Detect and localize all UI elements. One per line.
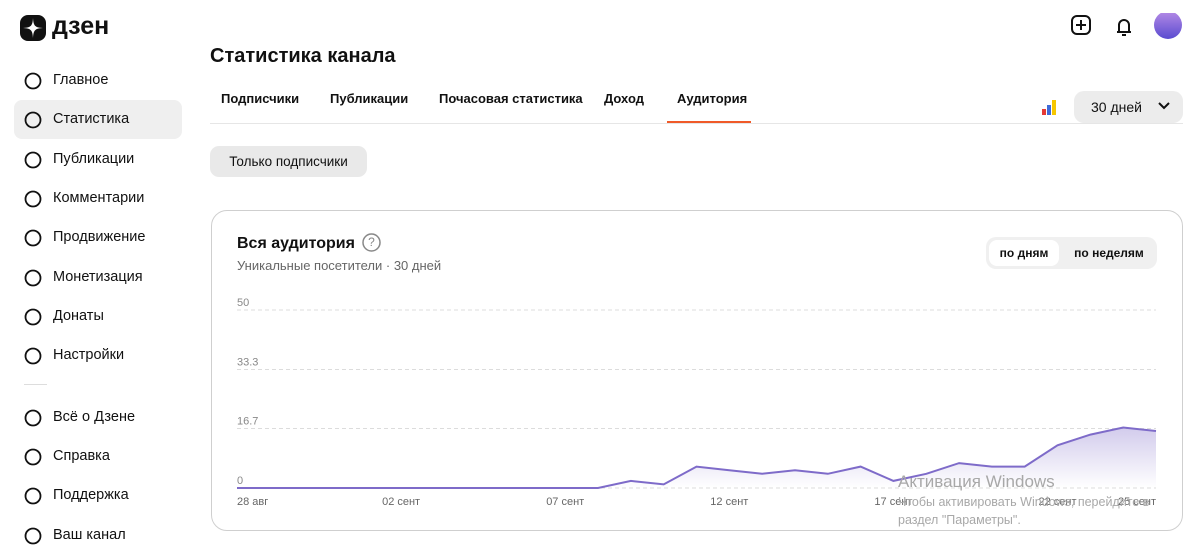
card — [211, 210, 1183, 531]
title-clip: Статистика канала — [0, 47, 1200, 69]
x-tick-label: 28 авг — [237, 496, 268, 508]
nav-icon — [24, 72, 42, 90]
line — [237, 426, 1157, 489]
toggle-option[interactable]: по неделям — [1074, 246, 1144, 260]
filter-button[interactable]: Только подписчики — [210, 146, 367, 177]
chevron — [1158, 102, 1170, 110]
nav-icon — [24, 527, 42, 545]
icon-shape — [24, 487, 42, 505]
separator — [24, 384, 47, 385]
nav-item[interactable]: Поддержка — [14, 476, 182, 515]
card-title: Вся аудитория — [237, 235, 355, 252]
nav-label: Справка — [53, 448, 110, 464]
icon-shape — [24, 229, 42, 247]
nav-label: Статистика — [53, 111, 130, 127]
svg-text:?: ? — [368, 235, 375, 249]
x-tick-label: 22 сент — [1039, 496, 1077, 508]
nav-label: Настройки — [53, 347, 125, 363]
nav-item[interactable]: Продвижение — [14, 218, 182, 257]
nav-label: Поддержка — [53, 487, 129, 503]
period-select[interactable]: 30 дней — [1074, 91, 1183, 123]
icon-shape — [24, 111, 42, 129]
nav-icon — [24, 448, 42, 466]
nav-label: Продвижение — [53, 229, 146, 245]
nav-label: Комментарии — [53, 190, 145, 206]
icon-shape — [24, 409, 42, 427]
tab[interactable]: Публикации — [330, 91, 409, 106]
x-tick-label: 17 сент — [874, 496, 912, 508]
nav-label: Ваш канал — [53, 527, 126, 543]
nav-label: Монетизация — [53, 269, 143, 285]
y-tick-label: 0 — [237, 475, 243, 487]
nav-icon — [24, 308, 42, 326]
nav-item[interactable]: Главное — [14, 61, 182, 100]
nav-item[interactable]: Комментарии — [14, 179, 182, 218]
icon-shape — [24, 308, 42, 326]
toggle-option[interactable]: по дням — [989, 240, 1059, 266]
tab[interactable]: Доход — [604, 91, 644, 106]
nav-icon — [24, 409, 42, 427]
nav-label: Всё о Дзене — [53, 409, 136, 425]
x-tick-label: 02 сент — [382, 496, 420, 508]
nav-icon — [24, 229, 42, 247]
icon-shape — [24, 151, 42, 169]
icon-shape — [24, 347, 42, 365]
tab-underline — [667, 121, 751, 123]
x-tick-label: 25 сент — [1118, 496, 1156, 508]
nav-icon — [24, 111, 42, 129]
nav-icon — [24, 190, 42, 208]
nav-label: Главное — [53, 72, 109, 88]
nav-item[interactable]: Монетизация — [14, 258, 182, 297]
nav-label: Публикации — [53, 151, 135, 167]
tab[interactable]: Подписчики — [221, 91, 300, 106]
top-icons — [1071, 13, 1182, 39]
nav-item[interactable]: Публикации — [14, 140, 182, 179]
period-label: 30 дней — [1091, 99, 1142, 115]
icon-shape — [24, 72, 42, 90]
y-tick-label: 50 — [237, 297, 249, 309]
area — [237, 427, 1156, 488]
watermark-title: Активация Windows — [898, 472, 1055, 491]
nav-icon — [24, 487, 42, 505]
nav-item[interactable]: Донаты — [14, 297, 182, 336]
nav-item[interactable]: Справка — [14, 437, 182, 476]
nav-icon — [24, 347, 42, 365]
toggle: по дням по неделям — [986, 237, 1157, 269]
y-tick-label: 33.3 — [237, 356, 258, 368]
x-tick-label: 07 сент — [546, 496, 584, 508]
icon-shape — [24, 269, 42, 287]
tab[interactable]: Почасовая статистика — [439, 91, 583, 106]
card-subtitle: Уникальные посетители · 30 дней — [237, 258, 442, 273]
nav-item[interactable]: Ваш канал — [14, 516, 182, 555]
watermark-text: Чтобы активировать Windows, перейдите в … — [898, 495, 1150, 527]
nav-item[interactable]: Всё о Дзене — [14, 398, 182, 437]
icon-shape — [24, 448, 42, 466]
chart-icon — [1042, 100, 1056, 115]
logo-icon — [20, 15, 46, 41]
icon-shape — [24, 190, 42, 208]
nav-icon — [24, 151, 42, 169]
nav-item[interactable]: Настройки — [14, 336, 182, 375]
nav-icon — [24, 269, 42, 287]
tab[interactable]: Аудитория — [677, 91, 748, 106]
icon-shape — [24, 527, 42, 545]
page-title: Статистика канала — [210, 47, 396, 67]
help-icon[interactable]: ? — [362, 233, 381, 252]
y-tick-label: 16.7 — [237, 415, 258, 427]
nav-item[interactable]: Статистика — [14, 100, 182, 139]
x-tick-label: 12 сент — [710, 496, 748, 508]
tabs-divider — [210, 123, 1183, 124]
logo[interactable]: дзен — [52, 12, 110, 40]
nav-label: Донаты — [53, 308, 104, 324]
